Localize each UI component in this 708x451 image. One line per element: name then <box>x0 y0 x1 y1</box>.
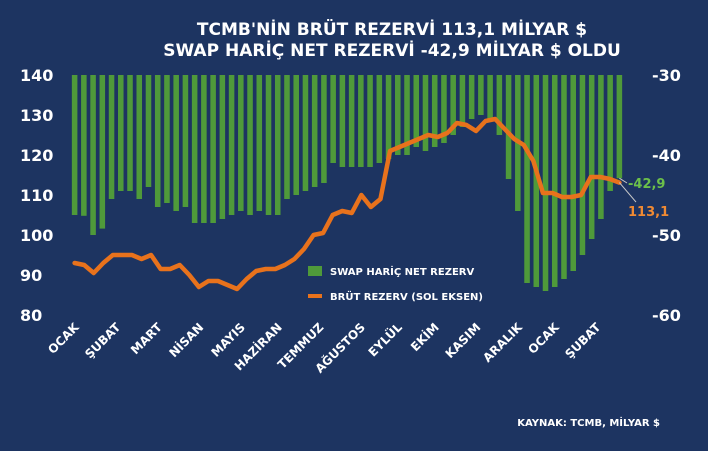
net-reserve-bar <box>561 75 567 279</box>
x-tick-label: OCAK <box>45 320 82 357</box>
net-reserve-bar <box>81 75 87 216</box>
net-reserve-bar <box>487 75 493 119</box>
x-tick-label: MART <box>128 320 165 357</box>
net-reserve-bar <box>155 75 161 207</box>
x-tick-label: ARALIK <box>480 320 525 365</box>
net-reserve-bar <box>238 75 244 211</box>
left-axis-ticks: 140 130 120 110 100 90 80 <box>20 66 53 325</box>
net-reserve-bar <box>469 75 475 119</box>
legend-label-net: SWAP HARİÇ NET REZERV <box>330 264 474 278</box>
right-axis-ticks: -30 -40 -50 -60 <box>652 66 681 325</box>
net-reserve-bar <box>377 75 383 163</box>
right-tick-label: -40 <box>652 146 681 165</box>
net-reserve-bar <box>293 75 299 195</box>
net-reserve-bar <box>330 75 336 163</box>
left-tick-label: 130 <box>20 106 53 125</box>
left-tick-label: 140 <box>20 66 53 85</box>
chart-title-line2: SWAP HARİÇ NET REZERVİ -42,9 MİLYAR $ OL… <box>163 39 621 61</box>
chart-title-line1: TCMB'NİN BRÜT REZERVİ 113,1 MİLYAR $ <box>197 18 587 40</box>
net-reserve-bar <box>543 75 549 291</box>
net-reserve-bar <box>506 75 512 179</box>
net-reserve-bar <box>478 75 484 115</box>
net-last-value-label: -42,9 <box>628 177 665 192</box>
x-tick-label: OCAK <box>525 320 562 357</box>
x-tick-label: NİSAN <box>166 320 207 361</box>
left-tick-label: 80 <box>20 306 42 325</box>
net-reserve-bar <box>607 75 613 191</box>
net-reserve-bar <box>100 75 106 229</box>
net-reserve-bar <box>201 75 207 223</box>
x-tick-label: ŞUBAT <box>82 320 124 362</box>
net-reserve-bar <box>284 75 290 199</box>
net-reserve-bar <box>192 75 198 223</box>
legend-swatch-gross <box>308 294 322 298</box>
net-reserve-bar <box>386 75 392 159</box>
net-reserve-bar <box>423 75 429 151</box>
source-note: KAYNAK: TCMB, MİLYAR $ <box>517 415 660 429</box>
net-reserve-bar <box>598 75 604 219</box>
net-reserve-bar <box>312 75 318 187</box>
net-reserve-bar <box>266 75 272 215</box>
legend-label-gross: BRÜT REZERV (SOL EKSEN) <box>330 289 483 303</box>
net-reserve-bar <box>118 75 124 191</box>
net-reserve-bar <box>358 75 364 167</box>
left-tick-label: 100 <box>20 226 53 245</box>
net-reserve-bar <box>164 75 170 203</box>
net-reserve-bar <box>552 75 558 287</box>
left-tick-label: 90 <box>20 266 42 285</box>
net-reserve-bar <box>247 75 253 215</box>
net-reserve-bar <box>340 75 346 167</box>
net-reserve-bar <box>136 75 142 199</box>
x-tick-label: KASIM <box>443 320 484 361</box>
net-reserve-bar <box>257 75 263 211</box>
x-tick-label: EYLÜL <box>365 319 405 359</box>
x-tick-label: ŞUBAT <box>562 320 604 362</box>
gross-last-value-label: 113,1 <box>628 205 669 220</box>
net-reserve-bar <box>229 75 235 215</box>
net-reserve-bar <box>580 75 586 255</box>
net-reserve-bar <box>524 75 530 283</box>
net-reserve-bar <box>349 75 355 167</box>
left-tick-label: 120 <box>20 146 53 165</box>
net-reserve-bar <box>173 75 179 211</box>
net-reserve-bar <box>570 75 576 271</box>
net-reserve-bar <box>321 75 327 183</box>
net-reserve-bar <box>220 75 226 219</box>
right-tick-label: -30 <box>652 66 681 85</box>
net-reserve-bar <box>367 75 373 167</box>
net-reserve-bar <box>183 75 189 207</box>
net-reserve-bar <box>303 75 309 191</box>
net-reserve-bar <box>210 75 216 223</box>
net-reserve-bar <box>275 75 281 215</box>
net-reserve-bar <box>109 75 115 199</box>
right-tick-label: -60 <box>652 306 681 325</box>
net-reserve-bar <box>127 75 133 191</box>
left-tick-label: 110 <box>20 186 53 205</box>
net-reserve-bar <box>146 75 152 187</box>
net-reserve-bar <box>589 75 595 239</box>
right-tick-label: -50 <box>652 226 681 245</box>
x-tick-label: EKİM <box>407 320 442 355</box>
legend-swatch-net <box>308 266 322 276</box>
net-reserve-bar <box>90 75 96 235</box>
net-reserve-bar <box>72 75 78 215</box>
net-reserve-bar <box>395 75 401 155</box>
net-reserve-bar <box>617 75 623 178</box>
net-reserve-bar <box>460 75 466 127</box>
net-reserve-bar <box>413 75 419 147</box>
